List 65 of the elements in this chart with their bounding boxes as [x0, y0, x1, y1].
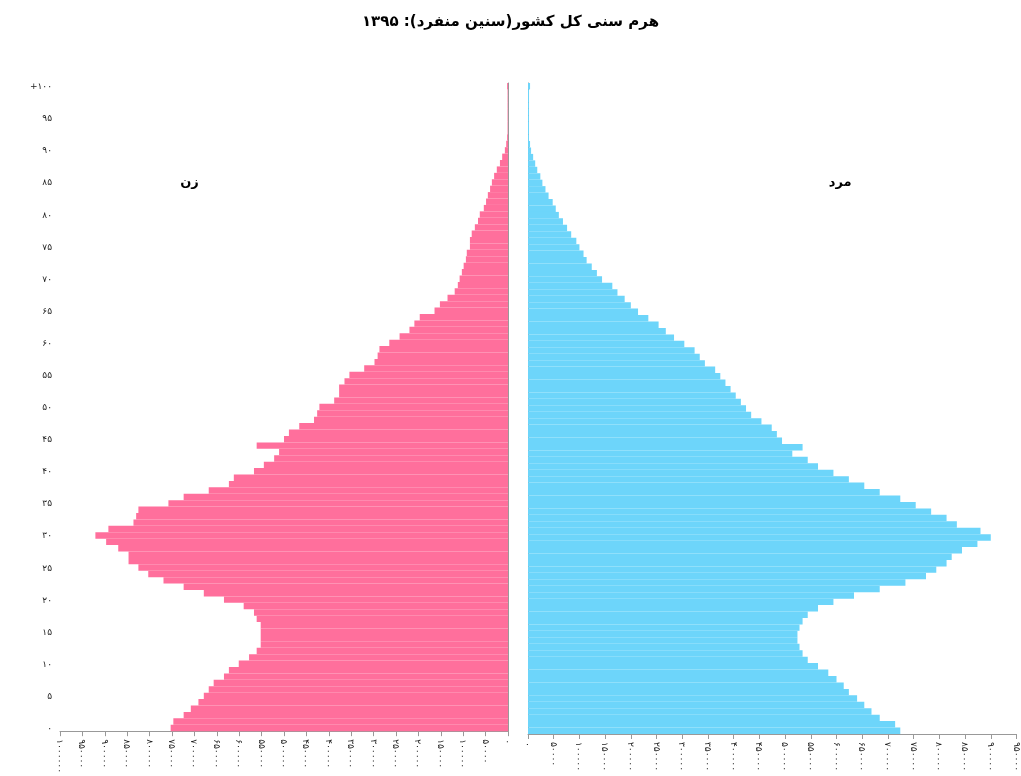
x-tick-label: ۶۰۰۰۰۰: [831, 742, 842, 772]
x-tick-label: ۳۵۰۰۰۰: [346, 739, 357, 769]
x-tick-label: ۳۰۰۰۰۰: [368, 739, 379, 769]
y-tick-label: ۶۵: [42, 305, 53, 316]
text: مرد: [828, 174, 852, 189]
y-tick-label: ۸۰: [42, 209, 52, 220]
y-tick-label: +۱۰۰: [29, 81, 52, 92]
x-tick-label: ۷۵۰۰۰۰: [167, 739, 177, 769]
y-tick-label: ۰: [47, 722, 52, 733]
x-tick-label: ۰: [523, 742, 533, 747]
y-tick-label: ۵۵: [42, 369, 53, 380]
x-tick-label: ۵۰۰۰۰۰: [279, 739, 289, 769]
x-tick-label: ۴۰۰۰۰۰: [323, 739, 334, 769]
y-tick-label: ۷۰: [42, 273, 52, 284]
x-tick-label: ۲۵۰۰۰۰: [651, 742, 662, 772]
x-tick-label: ۳۰۰۰۰۰: [677, 742, 688, 772]
x-tick-label: ۴۵۰۰۰۰: [301, 739, 312, 769]
x-tick-label: ۸۰۰۰۰۰: [144, 739, 155, 769]
x-tick-label: ۹۰۰۰۰۰: [985, 742, 996, 772]
x-tick-label: ۸۵۰۰۰۰: [960, 742, 971, 772]
x-tick-label: ۱۰۰۰۰۰: [458, 739, 469, 769]
x-tick-label: ۲۰۰۰۰۰: [413, 739, 424, 769]
x-tick-label: ۴۵۰۰۰۰: [754, 742, 765, 772]
y-tick-label: ۷۵: [42, 241, 53, 252]
x-tick-label: ۸۰۰۰۰۰: [934, 742, 945, 772]
x-tick-label: ۲۵۰۰۰۰: [391, 739, 401, 769]
chart-title: هرم سنی کل کشور(سنین منفرد): ۱۳۹۵: [360, 12, 661, 30]
y-tick-label: ۸۵: [42, 177, 53, 188]
x-tick-label: ۶۵۰۰۰۰: [857, 742, 868, 772]
x-tick-label: ۴۰۰۰۰۰: [728, 742, 739, 772]
y-tick-label: ۲۰: [42, 594, 52, 605]
y-tick-label: ۱۰: [42, 658, 52, 669]
x-tick-label: ۶۵۰۰۰۰: [211, 739, 222, 769]
x-tick-label: ۸۵۰۰۰۰: [122, 739, 133, 769]
x-tick-label: ۱۰۰۰۰۰: [574, 742, 585, 772]
y-tick-label: ۹۵: [42, 113, 53, 124]
text: زن: [180, 174, 199, 189]
x-tick-label: ۵۵۰۰۰۰: [256, 739, 267, 769]
y-tick-label: ۱۵: [42, 626, 53, 637]
x-tick-label: ۱۰۰۰۰۰۰: [55, 739, 65, 774]
x-tick-label: ۵۰۰۰۰۰: [780, 742, 791, 772]
y-tick-label: ۴۰: [42, 466, 52, 477]
x-tick-label: ۷۰۰۰۰۰: [189, 739, 200, 769]
x-tick-label: ۶۰۰۰۰۰: [234, 739, 245, 769]
x-tick-label: ۱۵۰۰۰۰: [435, 739, 446, 769]
x-tick-label: ۷۰۰۰۰۰: [882, 742, 893, 772]
x-tick-label: ۵۵۰۰۰۰: [805, 742, 816, 772]
y-tick-label: ۹۰: [42, 145, 52, 156]
x-tick-label: ۹۵۰۰۰۰: [1011, 742, 1021, 772]
y-tick-label: ۵: [47, 690, 53, 701]
y-tick-label: ۵۰: [42, 402, 52, 413]
x-tick-label: ۰: [503, 739, 513, 745]
x-tick-label: ۹۰۰۰۰۰: [99, 739, 110, 769]
y-tick-label: ۶۰: [42, 337, 52, 348]
x-tick-label: ۱۵۰۰۰۰: [600, 742, 611, 772]
x-tick-label: ۵۰۰۰۰: [480, 739, 491, 764]
y-tick-label: ۲۵: [42, 562, 53, 573]
y-tick-label: ۳۰: [42, 530, 52, 541]
x-tick-label: ۹۵۰۰۰۰: [77, 739, 88, 769]
y-tick-label: ۴۵: [42, 434, 53, 445]
x-tick-label: ۵۰۰۰۰: [548, 742, 559, 767]
x-tick-label: ۲۰۰۰۰۰: [625, 742, 636, 772]
y-tick-label: ۳۵: [42, 498, 53, 509]
x-tick-label: ۷۵۰۰۰۰: [908, 742, 919, 772]
x-tick-label: ۳۵۰۰۰۰: [702, 742, 713, 772]
